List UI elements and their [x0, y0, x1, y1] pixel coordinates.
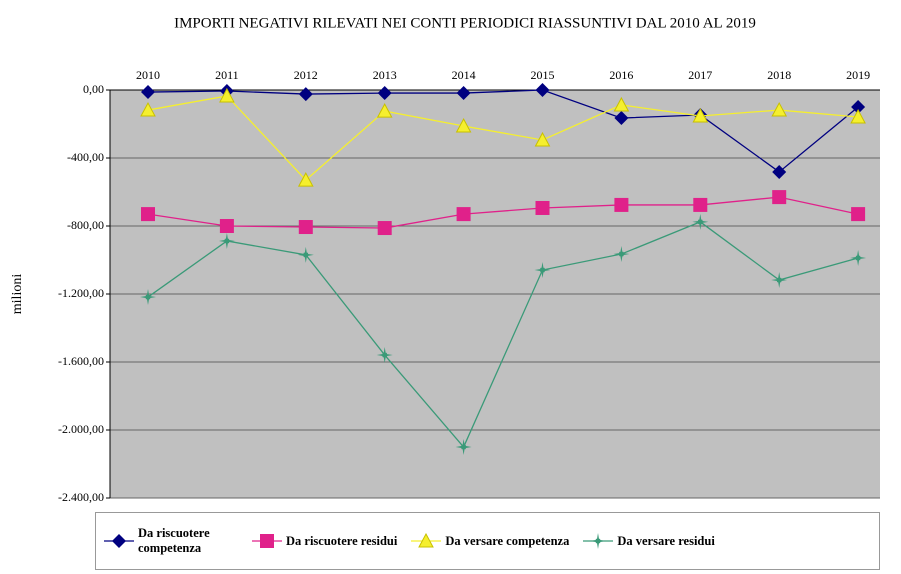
data-point [535, 200, 550, 215]
legend-marker [418, 533, 435, 548]
data-point [297, 246, 314, 263]
x-tick-label: 2018 [767, 68, 791, 82]
data-point [534, 131, 551, 147]
x-tick-label: 2015 [531, 68, 555, 82]
data-point [850, 108, 866, 124]
y-tick-label: -1.200,00 [58, 286, 104, 300]
data-point [141, 207, 155, 222]
x-tick-label: 2012 [294, 68, 318, 82]
data-point [140, 289, 156, 306]
series-line [147, 221, 859, 449]
chart-title: IMPORTI NEGATIVI RILEVATI NEI CONTI PERI… [174, 15, 756, 31]
x-tick-label: 2016 [609, 68, 633, 82]
legend-marker [112, 534, 126, 548]
legend-marker [590, 533, 607, 549]
legend-label: Da versare competenza [445, 533, 570, 548]
data-point [219, 219, 234, 233]
data-point [614, 111, 629, 126]
legend-swatch [252, 534, 282, 548]
legend-label: Da riscuotere residui [286, 533, 398, 548]
data-point [693, 197, 708, 212]
legend-item: Da riscuotere residui [252, 533, 397, 549]
y-tick-label: 0,00 [83, 82, 104, 96]
legend-swatch [411, 533, 442, 548]
data-point [456, 86, 471, 101]
data-point [219, 87, 235, 103]
data-point [850, 249, 867, 266]
data-point [851, 100, 866, 114]
legend-swatch [583, 533, 614, 549]
series-line [147, 95, 859, 182]
legend-item: Da versare residui [583, 533, 715, 549]
data-point [771, 272, 788, 289]
y-tick-label: -1.600,00 [58, 354, 104, 368]
data-point [297, 172, 314, 187]
data-point [140, 102, 156, 117]
x-tick-label: 2014 [452, 68, 476, 82]
data-point [614, 197, 629, 212]
legend-label: Da versare residui [617, 533, 715, 548]
data-point [376, 103, 393, 118]
data-point [455, 117, 472, 133]
data-point [613, 96, 630, 112]
data-point [298, 87, 313, 102]
data-point [772, 164, 787, 179]
legend-item: Da riscuotere competenza [104, 526, 238, 556]
data-point [376, 347, 393, 364]
legend-marker [260, 534, 274, 548]
data-point [613, 246, 630, 263]
data-point [456, 207, 471, 222]
x-tick-label: 2013 [373, 68, 397, 82]
legend: Da riscuotere competenza Da riscuotere re… [95, 512, 880, 570]
legend-swatch [104, 534, 134, 548]
data-point [377, 221, 392, 236]
series-line [147, 89, 859, 173]
x-tick-label: 2019 [846, 68, 870, 82]
data-point [298, 220, 313, 235]
data-point [692, 213, 709, 230]
x-tick-label: 2017 [688, 68, 712, 82]
data-point [535, 83, 550, 97]
data-point [377, 86, 392, 101]
data-point [772, 190, 787, 205]
data-point [692, 107, 709, 123]
data-point [455, 439, 472, 455]
y-tick-label: -800,00 [67, 218, 104, 232]
data-point [771, 102, 788, 117]
x-tick-label: 2011 [215, 68, 239, 82]
legend-label: Da riscuotere competenza [138, 526, 210, 555]
y-tick-label: -400,00 [67, 150, 104, 164]
y-axis-label: milioni [10, 274, 25, 315]
y-tick-label: -2.000,00 [58, 422, 104, 436]
x-tick-label: 2010 [136, 68, 160, 82]
data-point [534, 262, 551, 279]
data-point [851, 207, 866, 222]
data-point [218, 232, 235, 249]
chart: IMPORTI NEGATIVI RILEVATI NEI CONTI PERI… [10, 15, 880, 504]
series-line [147, 196, 859, 229]
y-tick-label: -2.400,00 [58, 490, 104, 504]
legend-item: Da versare competenza [411, 533, 569, 549]
data-point [141, 85, 155, 100]
